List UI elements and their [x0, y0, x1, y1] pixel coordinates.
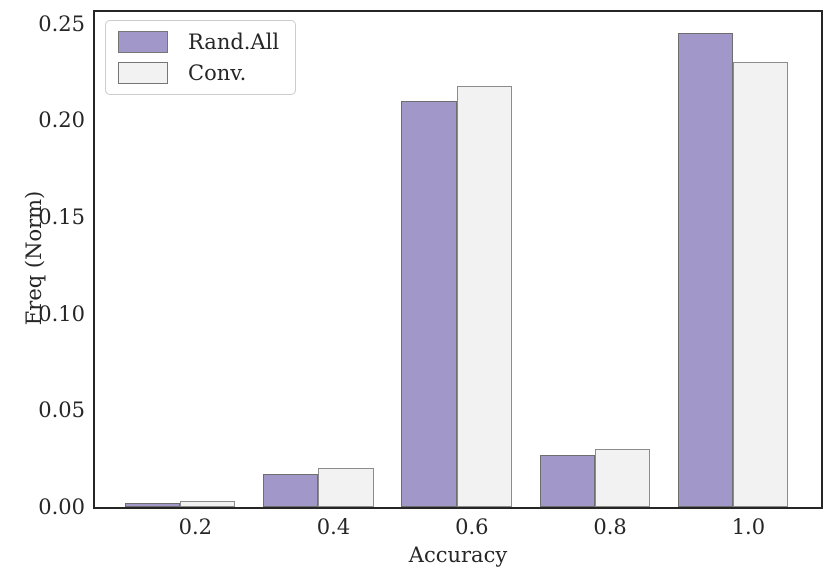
- x-axis-label: Accuracy: [408, 543, 508, 567]
- y-tick-label-0.15: 0.15: [38, 205, 85, 229]
- legend-label: Conv.: [188, 61, 247, 85]
- y-tick-label-0.05: 0.05: [38, 398, 85, 423]
- x-tick-label-0.6: 0.6: [455, 515, 489, 539]
- y-tick-label-0.20: 0.20: [38, 108, 85, 133]
- plot-area: Rand.All Conv.: [93, 10, 823, 509]
- legend-swatch-icon: [118, 31, 168, 53]
- x-tick-label-0.4: 0.4: [316, 515, 351, 539]
- bar-randall-0.4: [263, 474, 319, 507]
- legend-item-randall: Rand.All: [118, 30, 279, 54]
- bar-conv-0.4: [318, 468, 374, 507]
- y-tick-label-0.25: 0.25: [38, 11, 85, 36]
- bar-randall-0.8: [539, 454, 595, 507]
- x-tick-label-0.2: 0.2: [178, 515, 212, 539]
- bar-conv-0.8: [594, 449, 651, 507]
- y-axis-label: Freq (Norm): [22, 190, 46, 326]
- legend-swatch-icon: [118, 62, 168, 84]
- x-tick-label-1.0: 1.0: [731, 515, 766, 539]
- bar-randall-1.0: [677, 33, 734, 507]
- y-tick-label-0.10: 0.10: [38, 301, 85, 326]
- bar-conv-0.2: [180, 501, 236, 507]
- x-tick-label-0.8: 0.8: [593, 515, 627, 539]
- bar-conv-1.0: [733, 62, 789, 507]
- legend-item-conv: Conv.: [118, 61, 279, 85]
- bar-conv-0.6: [456, 85, 512, 507]
- y-tick-label-0.00: 0.00: [38, 495, 85, 519]
- bar-randall-0.6: [401, 100, 457, 507]
- bars-layer: [95, 12, 821, 507]
- legend: Rand.All Conv.: [105, 20, 297, 95]
- legend-label: Rand.All: [188, 30, 280, 54]
- bar-randall-0.2: [124, 503, 180, 507]
